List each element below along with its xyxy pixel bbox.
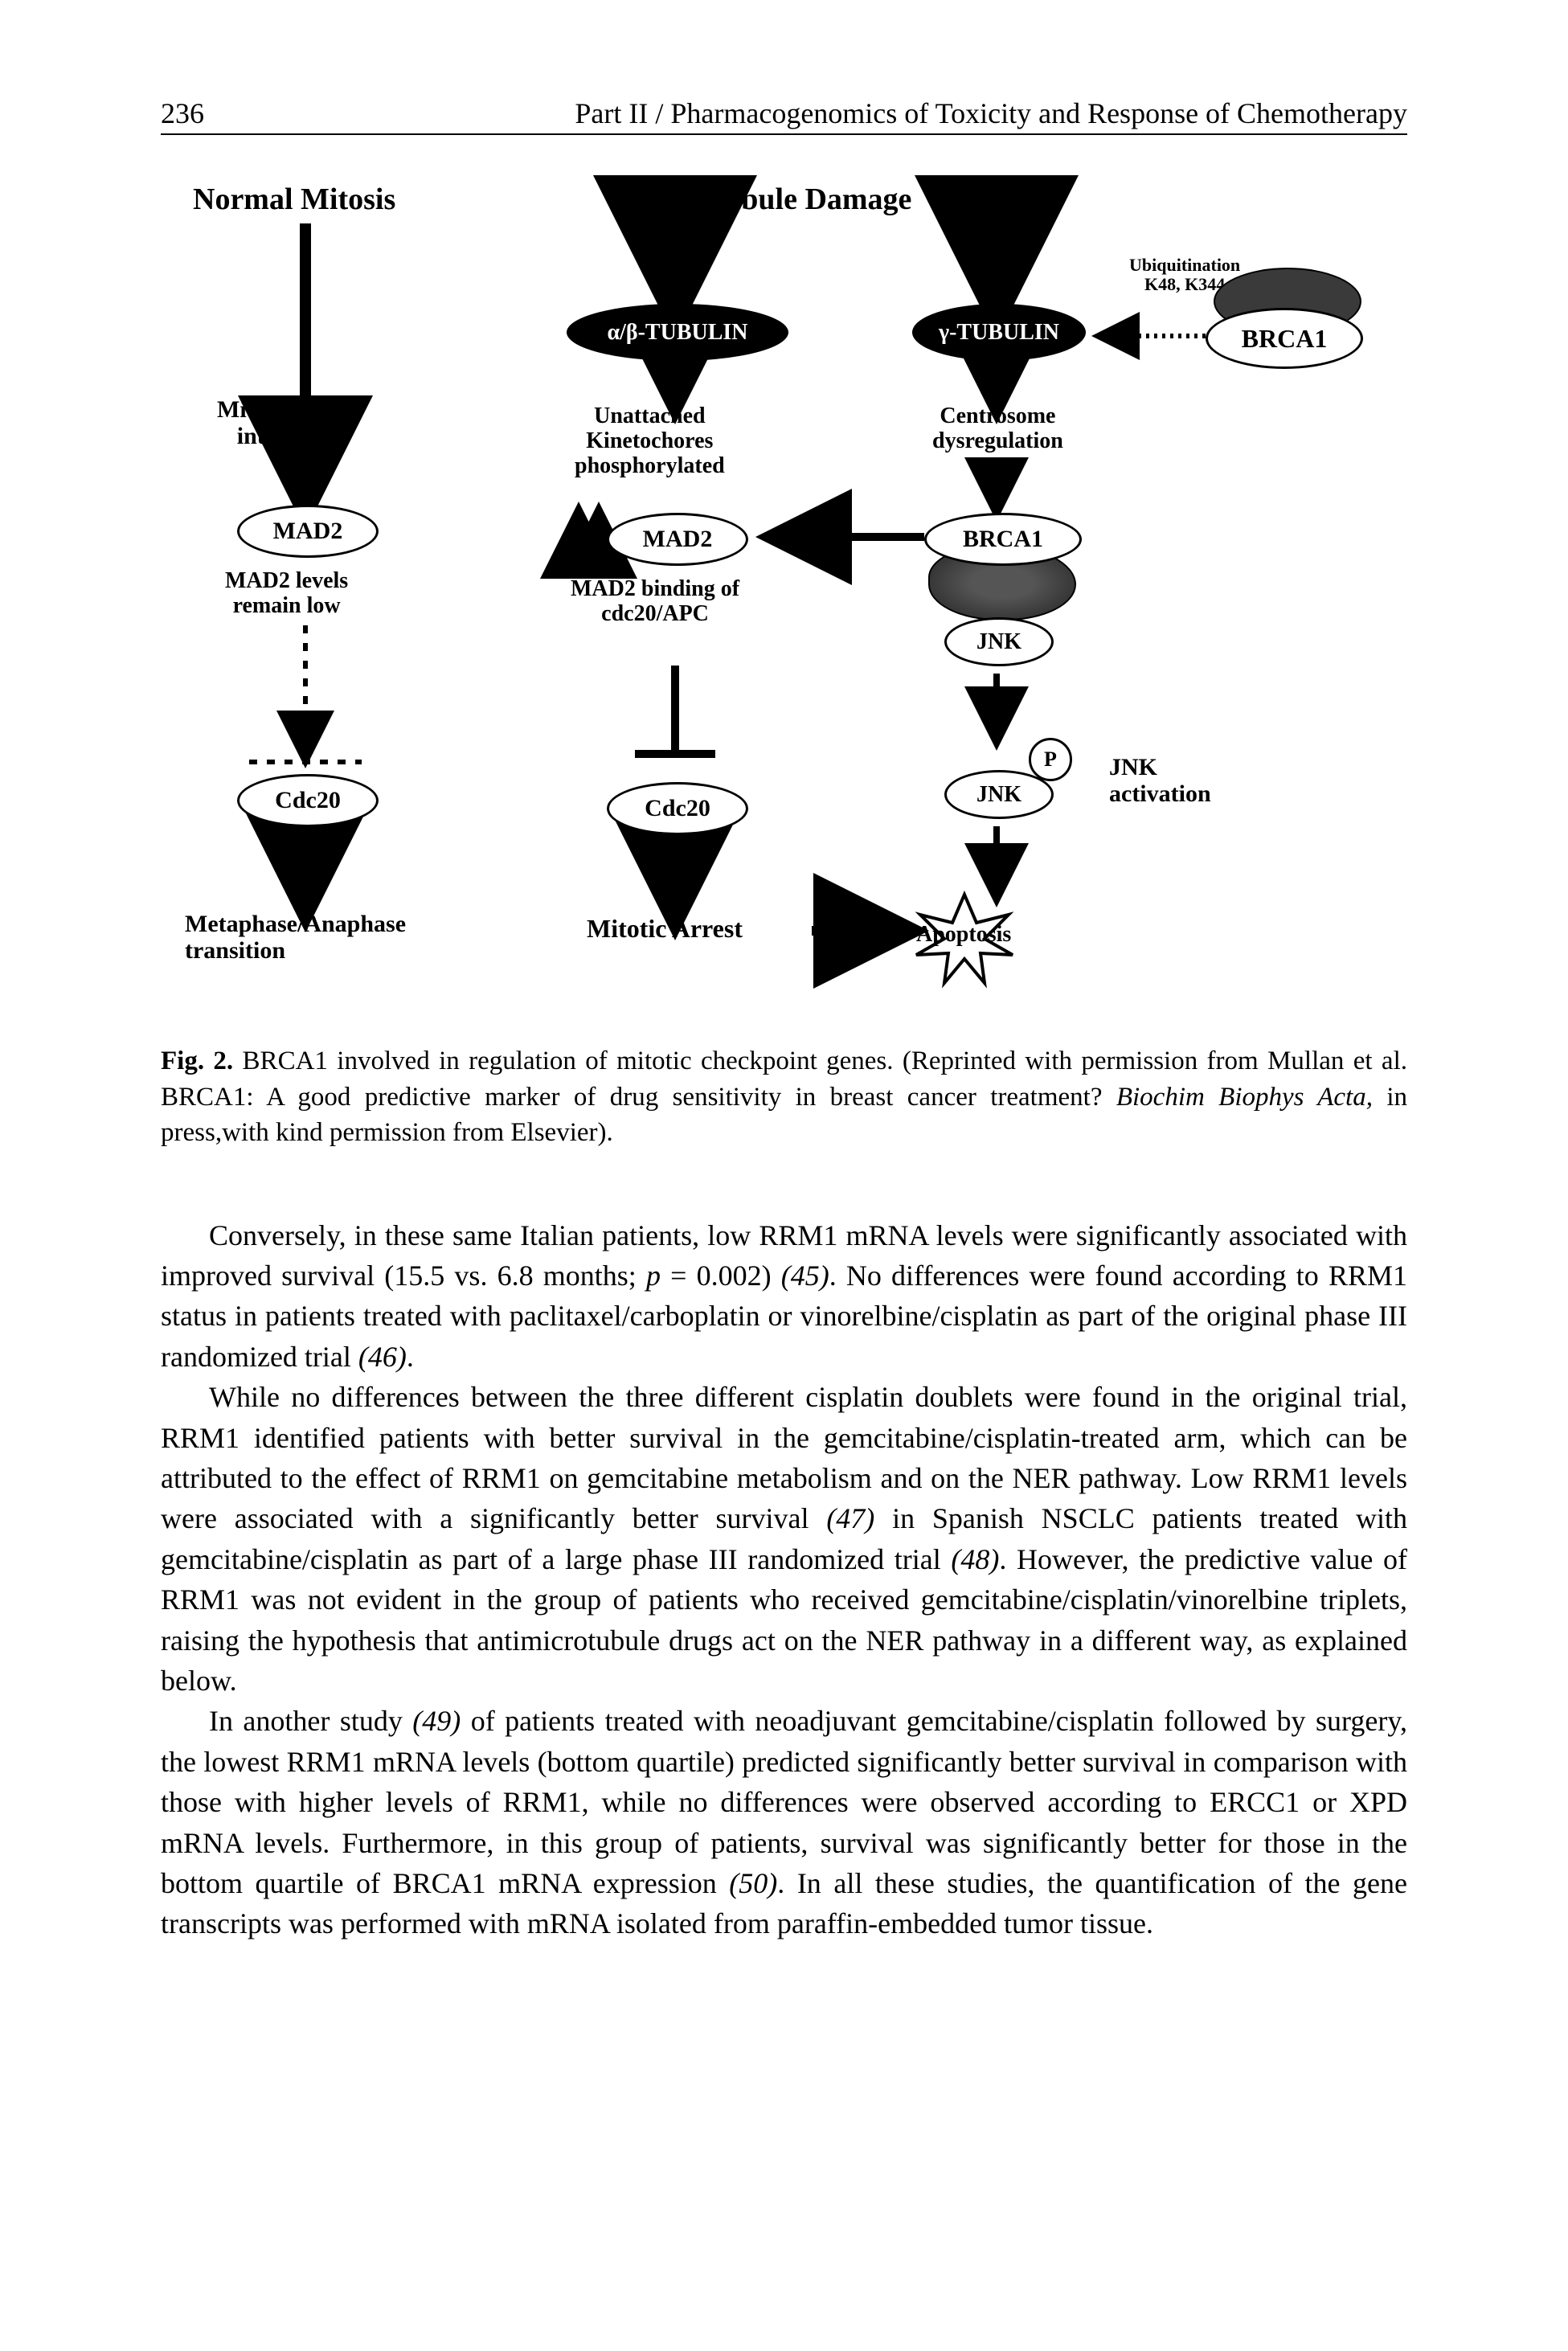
node-jnk-upper-text: JNK xyxy=(976,629,1021,655)
figure-caption: Fig. 2. BRCA1 involved in regulation of … xyxy=(161,1043,1407,1151)
paragraph-1: Conversely, in these same Italian patien… xyxy=(161,1215,1407,1378)
label-mad2-levels-low: MAD2 levels remain low xyxy=(225,569,348,619)
node-brca1-mid-text: BRCA1 xyxy=(963,526,1043,553)
p1-b: = 0.002) xyxy=(661,1259,781,1292)
node-cdc20-left-text: Cdc20 xyxy=(275,787,341,814)
p1-ref46: (46) xyxy=(358,1341,407,1373)
figure-caption-label: Fig. 2. xyxy=(161,1046,233,1075)
figure-caption-journal: Biochim Biophys Acta, xyxy=(1116,1083,1373,1112)
figure-2: Normal Mitosis Microtubule Damage Microt… xyxy=(161,175,1407,1151)
node-gamma-tubulin: γ-TUBULIN xyxy=(912,304,1086,361)
p3-ref50: (50) xyxy=(729,1867,777,1899)
section-title: Part II / Pharmacogenomics of Toxicity a… xyxy=(575,96,1407,130)
label-mad2-binding: MAD2 binding of cdc20/APC xyxy=(571,577,739,627)
paragraph-3: In another study (49) of patients treate… xyxy=(161,1701,1407,1943)
node-mad2-left: MAD2 xyxy=(237,505,379,558)
p3-a: In another study xyxy=(209,1705,412,1737)
node-jnk-lower: JNK xyxy=(944,770,1054,819)
node-alpha-beta-tubulin: α/β-TUBULIN xyxy=(567,304,788,361)
label-microtubule-integrity: Microtubule integrity xyxy=(217,396,345,449)
p1-p-italic: p xyxy=(646,1259,661,1292)
label-centrosome-dysreg: Centrosome dysregulation xyxy=(932,404,1063,454)
page-number: 236 xyxy=(161,96,204,130)
node-mad2-center-text: MAD2 xyxy=(643,526,713,553)
p2-ref48: (48) xyxy=(951,1543,999,1575)
label-normal-mitosis: Normal Mitosis xyxy=(193,183,395,217)
node-mad2-center: MAD2 xyxy=(607,513,748,566)
node-brca1-top: BRCA1 xyxy=(1206,308,1363,369)
node-p-circle: P xyxy=(1029,738,1072,781)
body-text: Conversely, in these same Italian patien… xyxy=(161,1215,1407,1944)
label-microtubule-damage: Microtubule Damage xyxy=(635,183,911,217)
paragraph-2: While no differences between the three d… xyxy=(161,1377,1407,1701)
node-cdc20-center: Cdc20 xyxy=(607,782,748,835)
p2-ref47: (47) xyxy=(826,1502,874,1534)
node-mad2-left-text: MAD2 xyxy=(273,518,343,545)
label-jnk-activation: JNK activation xyxy=(1109,754,1211,807)
label-metaphase-transition: Metaphase/Anaphase transition xyxy=(185,911,406,964)
figure-diagram: Normal Mitosis Microtubule Damage Microt… xyxy=(161,175,1407,1027)
node-cdc20-left: Cdc20 xyxy=(237,774,379,827)
running-header: 236 Part II / Pharmacogenomics of Toxici… xyxy=(161,96,1407,135)
p1-ref45: (45) xyxy=(781,1259,829,1292)
label-mitotic-arrest: Mitotic Arrest xyxy=(587,915,743,943)
p1-d: . xyxy=(407,1341,414,1373)
node-alpha-beta-tubulin-text: α/β-TUBULIN xyxy=(607,320,747,346)
page: 236 Part II / Pharmacogenomics of Toxici… xyxy=(0,0,1568,2105)
label-unattached-kinetochores: Unattached Kinetochores phosphorylated xyxy=(575,404,725,478)
label-apoptosis: Apoptosis xyxy=(916,923,1011,948)
node-jnk-upper: JNK xyxy=(944,617,1054,666)
node-p-circle-text: P xyxy=(1044,747,1057,772)
p3-ref49: (49) xyxy=(412,1705,461,1737)
node-jnk-lower-text: JNK xyxy=(976,782,1021,808)
node-gamma-tubulin-text: γ-TUBULIN xyxy=(939,320,1059,346)
node-brca1-top-text: BRCA1 xyxy=(1242,324,1328,354)
node-cdc20-center-text: Cdc20 xyxy=(645,795,710,822)
node-brca1-mid: BRCA1 xyxy=(924,513,1082,566)
